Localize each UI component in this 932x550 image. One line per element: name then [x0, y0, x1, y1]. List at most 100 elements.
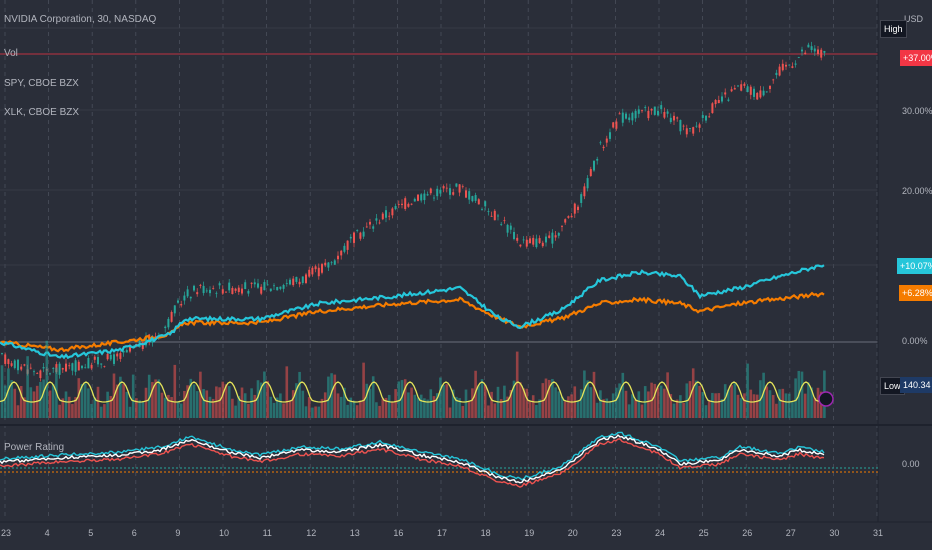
- xlk-legend[interactable]: XLK, CBOE BZX: [4, 107, 80, 118]
- candle-body: [61, 368, 64, 370]
- volume-legend[interactable]: Vol: [4, 48, 18, 59]
- candle-body: [701, 115, 704, 118]
- x-tick-label: 13: [349, 528, 360, 538]
- volume-bar: [103, 404, 106, 418]
- candle-body: [381, 213, 384, 220]
- volume-bar: [778, 389, 781, 418]
- volume-bar: [423, 398, 426, 418]
- candle-body: [263, 282, 266, 291]
- candle-body: [426, 194, 429, 196]
- candle-body: [125, 350, 128, 353]
- volume-bar: [125, 391, 129, 418]
- candle-body: [285, 283, 288, 284]
- candle-body: [292, 278, 295, 286]
- volume-bar: [791, 401, 794, 418]
- candle-body: [420, 194, 423, 201]
- candle-body: [541, 242, 544, 247]
- volume-bar: [317, 406, 321, 418]
- volume-bar: [202, 388, 205, 418]
- candle-body: [253, 282, 256, 285]
- volume-bar: [480, 379, 484, 418]
- power-rating-legend[interactable]: Power Rating: [4, 442, 65, 453]
- candle-body: [269, 288, 272, 292]
- volume-bar: [509, 390, 513, 418]
- candle-body: [250, 282, 253, 284]
- volume-bar: [247, 403, 250, 418]
- volume-bar: [19, 386, 23, 418]
- volume-bar: [563, 401, 567, 418]
- volume-bar: [733, 383, 737, 418]
- x-tick-label: 5: [88, 528, 94, 538]
- x-tick-label: 24: [655, 528, 666, 538]
- volume-bar: [634, 399, 637, 418]
- volume-bar: [179, 403, 183, 418]
- candle-body: [333, 260, 336, 265]
- volume-bar: [16, 405, 20, 418]
- volume-bar: [570, 394, 573, 418]
- candle-body: [650, 108, 653, 111]
- candle-body: [714, 100, 717, 105]
- volume-bar: [237, 395, 241, 418]
- x-tick-label: 12: [306, 528, 317, 538]
- volume-bar: [679, 395, 682, 418]
- volume-bar: [282, 403, 285, 418]
- volume-bar: [3, 385, 7, 418]
- volume-bar: [762, 372, 765, 418]
- volume-bar: [467, 401, 471, 418]
- volume-bar: [755, 394, 759, 418]
- volume-bar: [211, 398, 215, 418]
- volume-bar: [435, 393, 439, 418]
- volume-bar: [311, 407, 314, 418]
- volume-bar: [528, 401, 532, 418]
- candle-body: [119, 353, 122, 359]
- spy-legend[interactable]: SPY, CBOE BZX: [4, 78, 79, 89]
- candle-body: [186, 289, 189, 297]
- candle-body: [212, 288, 215, 289]
- candle-body: [4, 354, 7, 364]
- candle-body: [685, 128, 688, 135]
- volume-bar: [512, 380, 516, 418]
- candle-body: [497, 215, 499, 217]
- volume-bar: [695, 380, 698, 418]
- volume-bar: [816, 387, 820, 418]
- volume-bar: [80, 383, 84, 418]
- volume-bar: [330, 373, 333, 418]
- volume-bar: [490, 391, 493, 418]
- spy-price-tag: +10.07%: [897, 258, 932, 274]
- volume-bar: [67, 396, 71, 418]
- candle-body: [145, 336, 147, 346]
- volume-bar: [336, 393, 340, 418]
- candle-body: [407, 203, 410, 207]
- candle-body: [781, 63, 784, 71]
- volume-bar: [266, 380, 269, 418]
- volume-bar: [560, 396, 564, 418]
- candle-body: [762, 90, 765, 96]
- candle-body: [209, 289, 211, 294]
- x-tick-label: 10: [219, 528, 230, 538]
- candle-body: [39, 370, 42, 379]
- volume-bar: [567, 396, 570, 418]
- candle-body: [570, 215, 573, 218]
- candle-body: [573, 203, 576, 214]
- candle-body: [817, 49, 819, 54]
- volume-bar: [432, 396, 436, 418]
- volume-bar: [736, 394, 740, 418]
- candle-body: [778, 66, 781, 76]
- candle-body: [695, 125, 698, 127]
- candle-body: [23, 364, 26, 366]
- candle-body: [84, 367, 87, 369]
- symbol-legend[interactable]: NVIDIA Corporation, 30, NASDAQ: [4, 14, 157, 25]
- volume-bar: [333, 374, 337, 418]
- candle-body: [580, 194, 583, 203]
- candle-body: [369, 221, 371, 225]
- flash-icon: [818, 391, 834, 407]
- candle-body: [106, 353, 109, 360]
- candle-body: [180, 304, 183, 306]
- candle-body: [746, 86, 749, 93]
- candle-body: [666, 111, 669, 114]
- candle-body: [49, 373, 51, 375]
- spy-line: [0, 264, 825, 360]
- candle-body: [641, 110, 643, 112]
- volume-bar: [544, 378, 548, 418]
